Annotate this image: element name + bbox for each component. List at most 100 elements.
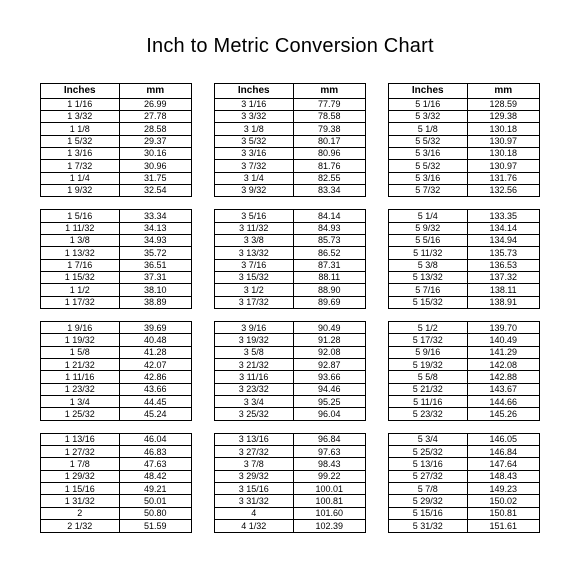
cell-inches: 1 15/16	[41, 483, 120, 495]
cell-mm: 84.93	[293, 222, 365, 234]
table-row: 3 15/3288.11	[215, 271, 366, 283]
table-row: 5 1/8130.18	[389, 123, 540, 135]
cell-mm: 96.04	[293, 408, 365, 420]
cell-mm: 27.78	[119, 110, 191, 122]
table-row: 1 5/841.28	[41, 346, 192, 358]
table-row: 3 5/3280.17	[215, 135, 366, 147]
cell-inches: 5 3/16	[389, 147, 468, 159]
table-row: 3 1/288.90	[215, 284, 366, 296]
cell-mm: 149.23	[467, 483, 539, 495]
cell-mm: 135.73	[467, 247, 539, 259]
cell-mm: 91.28	[293, 334, 365, 346]
cell-mm: 131.76	[467, 172, 539, 184]
table-row: 1 3/1630.16	[41, 147, 192, 159]
conversion-block: 1 13/1646.041 27/3246.831 7/847.631 29/3…	[40, 433, 192, 533]
table-row: 3 7/898.43	[215, 458, 366, 470]
cell-inches: 5 17/32	[389, 334, 468, 346]
table-row: 5 5/8142.88	[389, 371, 540, 383]
cell-mm: 92.87	[293, 359, 365, 371]
table-row: 5 5/16134.94	[389, 234, 540, 246]
cell-inches: 5 1/4	[389, 210, 468, 222]
cell-mm: 44.45	[119, 396, 191, 408]
table-row: 3 9/1690.49	[215, 322, 366, 334]
cell-mm: 142.88	[467, 371, 539, 383]
table-row: 3 7/1687.31	[215, 259, 366, 271]
cell-inches: 1 3/16	[41, 147, 120, 159]
cell-inches: 3 1/4	[215, 172, 294, 184]
cell-mm: 92.08	[293, 346, 365, 358]
cell-inches: 1 27/32	[41, 446, 120, 458]
header-inches: Inches	[215, 84, 294, 99]
cell-inches: 5 11/32	[389, 247, 468, 259]
table-row: 1 15/1649.21	[41, 483, 192, 495]
cell-inches: 3 13/32	[215, 247, 294, 259]
table-row: 5 3/8136.53	[389, 259, 540, 271]
cell-inches: 3 15/32	[215, 271, 294, 283]
cell-mm: 144.66	[467, 396, 539, 408]
cell-inches: 5 9/16	[389, 346, 468, 358]
cell-mm: 99.22	[293, 470, 365, 482]
cell-inches: 5 5/32	[389, 160, 468, 172]
conversion-block: 1 5/1633.341 11/3234.131 3/834.931 13/32…	[40, 209, 192, 309]
table-row: 1 19/3240.48	[41, 334, 192, 346]
cell-inches: 3 7/8	[215, 458, 294, 470]
cell-inches: 1 1/2	[41, 284, 120, 296]
cell-mm: 138.11	[467, 284, 539, 296]
cell-inches: 3 7/16	[215, 259, 294, 271]
table-row: 1 9/3232.54	[41, 184, 192, 196]
cell-inches: 5 19/32	[389, 359, 468, 371]
cell-mm: 49.21	[119, 483, 191, 495]
cell-inches: 1 7/32	[41, 160, 120, 172]
cell-inches: 1 9/16	[41, 322, 120, 334]
cell-mm: 77.79	[293, 98, 365, 110]
cell-inches: 5 7/8	[389, 483, 468, 495]
table-row: 3 21/3292.87	[215, 359, 366, 371]
cell-inches: 2	[41, 507, 120, 519]
table-row: 1 13/3235.72	[41, 247, 192, 259]
cell-inches: 3 5/32	[215, 135, 294, 147]
cell-inches: 3 5/16	[215, 210, 294, 222]
cell-inches: 5 9/32	[389, 222, 468, 234]
cell-mm: 80.17	[293, 135, 365, 147]
cell-mm: 148.43	[467, 470, 539, 482]
table-row: 3 3/495.25	[215, 396, 366, 408]
conversion-block: 3 5/1684.143 11/3284.933 3/885.733 13/32…	[214, 209, 366, 309]
table-row: 3 5/892.08	[215, 346, 366, 358]
table-row: 5 27/32148.43	[389, 470, 540, 482]
header-mm: mm	[467, 84, 539, 99]
table-row: 3 19/3291.28	[215, 334, 366, 346]
cell-inches: 3 3/16	[215, 147, 294, 159]
table-row: 5 1/4133.35	[389, 210, 540, 222]
cell-mm: 101.60	[293, 507, 365, 519]
table-row: 4101.60	[215, 507, 366, 519]
table-row: 3 17/3289.69	[215, 296, 366, 308]
cell-mm: 47.63	[119, 458, 191, 470]
cell-mm: 46.04	[119, 433, 191, 445]
cell-mm: 46.83	[119, 446, 191, 458]
cell-mm: 130.18	[467, 147, 539, 159]
cell-mm: 79.38	[293, 123, 365, 135]
table-row: 5 5/32130.97	[389, 160, 540, 172]
table-row: 3 3/885.73	[215, 234, 366, 246]
cell-mm: 37.31	[119, 271, 191, 283]
cell-mm: 94.46	[293, 383, 365, 395]
table-row: 1 13/1646.04	[41, 433, 192, 445]
cell-inches: 1 9/32	[41, 184, 120, 196]
table-row: 3 7/3281.76	[215, 160, 366, 172]
cell-inches: 5 11/16	[389, 396, 468, 408]
table-row: 1 23/3243.66	[41, 383, 192, 395]
cell-inches: 5 21/32	[389, 383, 468, 395]
table-row: 3 15/16100.01	[215, 483, 366, 495]
table-row: 1 3/834.93	[41, 234, 192, 246]
table-row: 1 11/1642.86	[41, 371, 192, 383]
cell-inches: 5 23/32	[389, 408, 468, 420]
cell-inches: 5 3/32	[389, 110, 468, 122]
cell-inches: 5 1/8	[389, 123, 468, 135]
conversion-block: 5 1/2139.705 17/32140.495 9/16141.295 19…	[388, 321, 540, 421]
cell-inches: 1 1/4	[41, 172, 120, 184]
cell-inches: 5 3/16	[389, 172, 468, 184]
table-row: 1 9/1639.69	[41, 322, 192, 334]
cell-inches: 1 7/16	[41, 259, 120, 271]
cell-mm: 85.73	[293, 234, 365, 246]
cell-mm: 34.13	[119, 222, 191, 234]
